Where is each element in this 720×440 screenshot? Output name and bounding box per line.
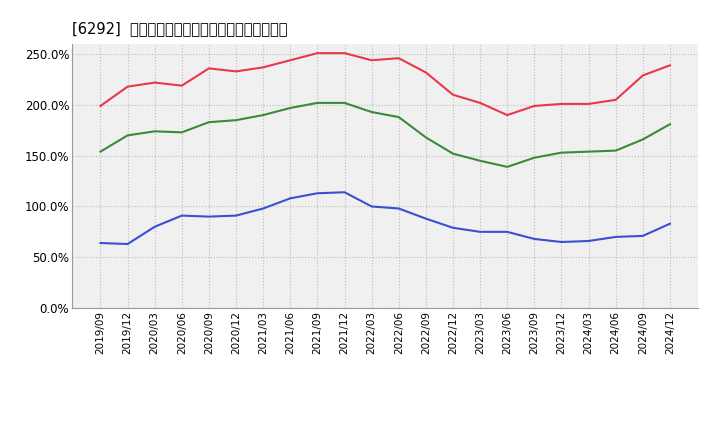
流動比率	[557, 101, 566, 106]
流動比率	[449, 92, 457, 97]
当座比率	[178, 130, 186, 135]
現預金比率	[503, 229, 511, 235]
現預金比率	[123, 242, 132, 247]
当座比率	[665, 121, 674, 127]
Line: 当座比率: 当座比率	[101, 103, 670, 167]
当座比率	[639, 137, 647, 142]
流動比率	[584, 101, 593, 106]
現預金比率	[367, 204, 376, 209]
流動比率	[665, 62, 674, 68]
当座比率	[611, 148, 620, 153]
現預金比率	[584, 238, 593, 244]
流動比率	[178, 83, 186, 88]
流動比率	[639, 73, 647, 78]
現預金比率	[557, 239, 566, 245]
流動比率	[286, 58, 294, 63]
現預金比率	[611, 234, 620, 239]
現預金比率	[639, 233, 647, 238]
当座比率	[286, 105, 294, 110]
流動比率	[232, 69, 240, 74]
当座比率	[503, 164, 511, 169]
当座比率	[367, 110, 376, 115]
流動比率	[611, 97, 620, 103]
当座比率	[259, 113, 268, 118]
当座比率	[123, 133, 132, 138]
当座比率	[421, 135, 430, 140]
現預金比率	[395, 206, 403, 211]
流動比率	[476, 100, 485, 106]
現預金比率	[178, 213, 186, 218]
流動比率	[259, 65, 268, 70]
流動比率	[367, 58, 376, 63]
現預金比率	[530, 236, 539, 242]
当座比率	[395, 114, 403, 120]
流動比率	[96, 103, 105, 109]
流動比率	[503, 113, 511, 118]
Line: 現預金比率: 現預金比率	[101, 192, 670, 244]
流動比率	[421, 70, 430, 75]
現預金比率	[341, 190, 349, 195]
当座比率	[557, 150, 566, 155]
現預金比率	[96, 240, 105, 246]
現預金比率	[204, 214, 213, 219]
当座比率	[449, 151, 457, 156]
当座比率	[150, 128, 159, 134]
現預金比率	[421, 216, 430, 221]
流動比率	[313, 51, 322, 56]
当座比率	[530, 155, 539, 160]
当座比率	[313, 100, 322, 106]
当座比率	[96, 149, 105, 154]
現預金比率	[313, 191, 322, 196]
現預金比率	[259, 206, 268, 211]
当座比率	[204, 120, 213, 125]
流動比率	[395, 55, 403, 61]
Text: [6292]  流動比率、当座比率、現預金比率の推移: [6292] 流動比率、当座比率、現預金比率の推移	[72, 21, 287, 36]
流動比率	[341, 51, 349, 56]
流動比率	[123, 84, 132, 89]
流動比率	[150, 80, 159, 85]
現預金比率	[665, 221, 674, 226]
現預金比率	[232, 213, 240, 218]
当座比率	[476, 158, 485, 163]
当座比率	[341, 100, 349, 106]
現預金比率	[449, 225, 457, 231]
Line: 流動比率: 流動比率	[101, 53, 670, 115]
現預金比率	[286, 196, 294, 201]
流動比率	[204, 66, 213, 71]
現預金比率	[476, 229, 485, 235]
当座比率	[232, 117, 240, 123]
現預金比率	[150, 224, 159, 229]
流動比率	[530, 103, 539, 109]
当座比率	[584, 149, 593, 154]
